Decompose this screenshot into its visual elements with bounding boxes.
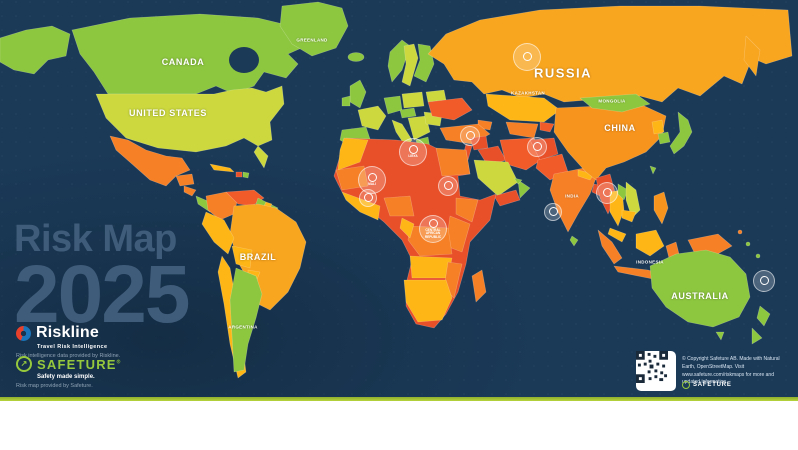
continent-north-america [0,1,365,213]
marker-ring-icon [522,52,532,61]
qr-code [636,351,676,391]
risk-marker [359,189,377,207]
map-label-mongolia: MONGOLIA [598,98,626,104]
map-label-united-states: UNITED STATES [129,108,207,118]
safeture-tagline: Safety made simple. [37,374,95,380]
map-label-brazil: BRAZIL [239,252,277,262]
riskline-branding: Riskline Travel Risk Intelligence Risk i… [16,324,120,359]
title-line2: 2025 [14,248,190,340]
marker-ring-icon [367,173,377,183]
marker-ring-icon [428,218,438,228]
map-label-russia: RUSSIA [533,65,593,81]
risk-marker [596,182,618,204]
world-map: CANADA UNITED STATES BRAZIL RUSSIA CHINA… [0,0,798,398]
riskline-logo-icon [16,325,31,341]
marker-ring-icon [602,188,612,197]
continent-south-america [201,189,307,379]
world-map-svg [0,0,798,398]
marker-ring-icon [443,181,453,190]
riskline-logo-text: Riskline [36,324,99,341]
riskline-tagline: Travel Risk Intelligence [37,344,108,350]
bottom-panel: Critical Risk High Risk Medium Risk [0,401,798,450]
continent-oceania [649,249,771,345]
risk-marker [513,43,541,71]
marker-ring-icon [363,193,373,202]
map-label-canada: CANADA [161,57,205,67]
marker-ring-icon [548,207,558,216]
map-label-greenland: GREENLAND [296,37,328,43]
risk-marker [438,176,458,196]
map-label-india: INDIA [565,193,579,199]
map-label-australia: AUSTRALIA [671,291,729,301]
risk-marker [753,270,775,292]
risk-marker: CENTRAL AFRICAN REPUBLIC [419,215,447,243]
marker-ring-icon [532,142,542,151]
safeture-logo-icon: ↗ [16,356,32,372]
map-label-argentina: ARGENTINA [228,324,258,330]
green-divider [0,397,798,401]
registered-mark: ® [116,359,122,366]
map-label-indonesia: INDONESIA [636,259,664,265]
risk-marker [460,126,480,146]
map-label-kazakhstan: KAZAKHSTAN [511,90,545,96]
copyright-text: © Copyright Safeture AB. Made with Natur… [682,356,780,386]
map-label-china: CHINA [604,123,636,133]
riskline-provided-by: Risk intelligence data provided by Riskl… [16,353,121,359]
safeture-provided-by: Risk map provided by Safeture. [16,383,93,389]
marker-ring-icon [759,276,769,285]
safeture-branding: ↗ SAFETURE® Safety made simple. Risk map… [16,356,122,389]
poster-title: Risk Map 2025 [14,218,190,340]
risk-marker [527,137,547,157]
marker-ring-icon [465,131,475,140]
safeture-mini-icon [682,381,690,389]
risk-marker: LIBYA [399,138,427,166]
safeture-logo-text: SAFETURE® [37,356,122,372]
risk-marker [544,203,562,221]
title-line1: Risk Map [14,218,177,260]
copyright-safeture-logo: SAFETURE [682,381,732,389]
qr-pattern [636,351,668,383]
marker-ring-icon [408,145,418,155]
